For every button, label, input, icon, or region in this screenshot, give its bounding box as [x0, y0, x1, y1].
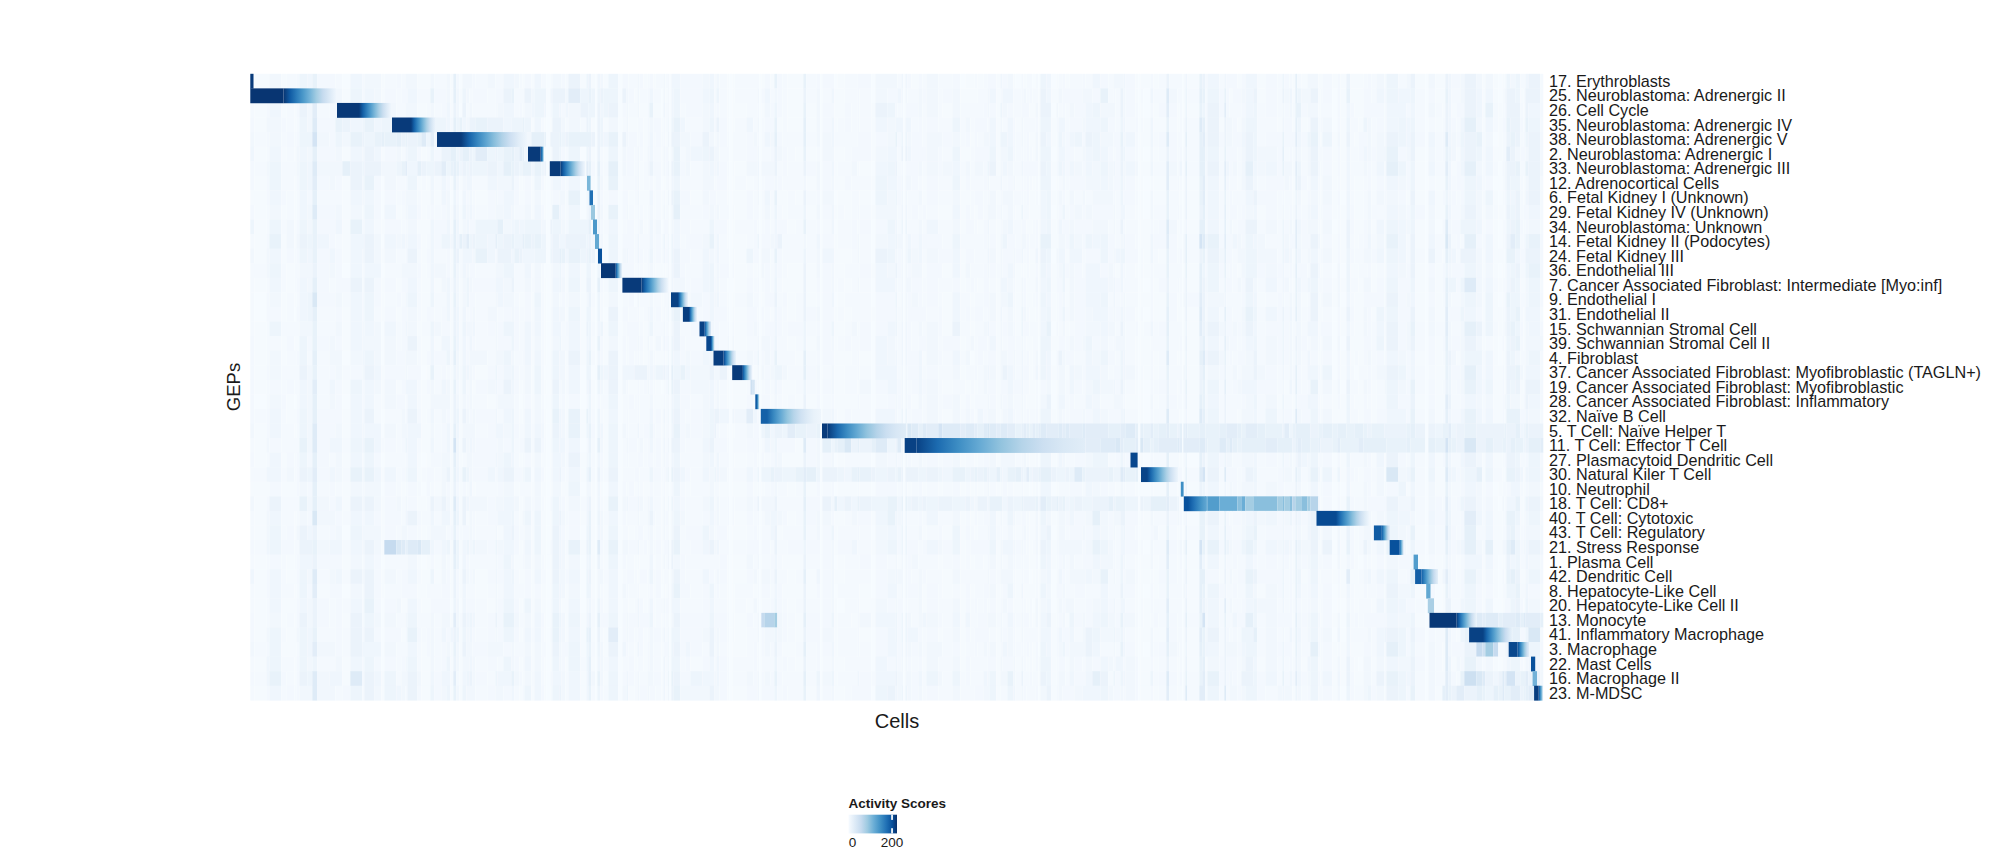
svg-text:Activity Scores: Activity Scores	[849, 796, 947, 811]
svg-text:0: 0	[849, 835, 857, 850]
svg-text:GEPs: GEPs	[223, 363, 244, 411]
svg-text:23. M-MDSC: 23. M-MDSC	[1549, 684, 1643, 702]
svg-text:200: 200	[881, 835, 904, 850]
svg-text:Cells: Cells	[875, 710, 919, 732]
